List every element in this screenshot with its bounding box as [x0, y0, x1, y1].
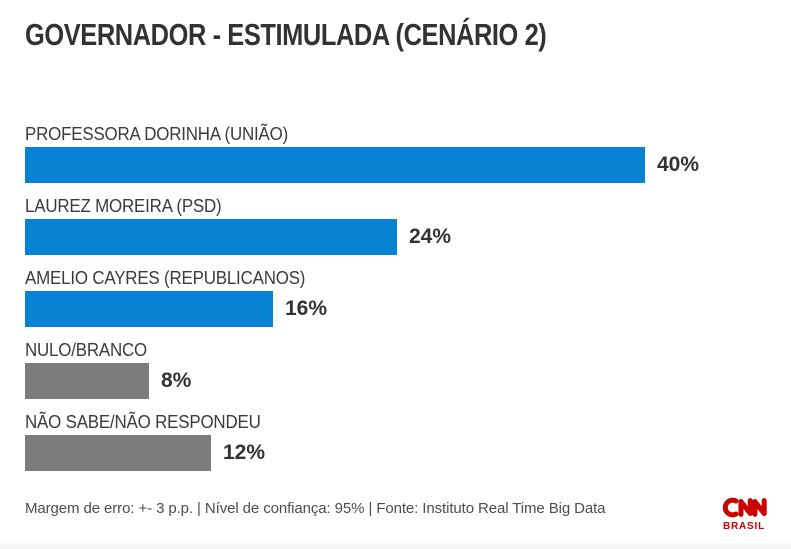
- bar-value: 12%: [223, 441, 266, 464]
- bar-row: LAUREZ MOREIRA (PSD) 24%: [25, 196, 791, 255]
- bar-label: LAUREZ MOREIRA (PSD): [25, 196, 222, 216]
- bar: [25, 219, 397, 255]
- bar-label: NULO/BRANCO: [25, 340, 148, 360]
- bar-track: 40%: [25, 147, 791, 183]
- bar-row: NULO/BRANCO 8%: [25, 340, 791, 399]
- cnn-brasil-logo: BRASIL: [718, 495, 770, 532]
- logo-region-label: BRASIL: [722, 521, 766, 532]
- bar-row: AMELIO CAYRES (REPUBLICANOS) 16%: [25, 268, 791, 327]
- bar-row: PROFESSORA DORINHA (UNIÃO) 40%: [25, 124, 791, 183]
- bar: [25, 363, 149, 399]
- footer-note: Margem de erro: +- 3 p.p. | Nível de con…: [25, 500, 606, 517]
- chart-title: GOVERNADOR - ESTIMULADA (CENÁRIO 2): [25, 17, 547, 52]
- bar-track: 12%: [25, 435, 791, 471]
- bar-rows: PROFESSORA DORINHA (UNIÃO) 40% LAUREZ MO…: [25, 124, 791, 484]
- bar-track: 16%: [25, 291, 791, 327]
- bar: [25, 435, 211, 471]
- bar-label: AMELIO CAYRES (REPUBLICANOS): [25, 268, 306, 288]
- bar-row: NÃO SABE/NÃO RESPONDEU 12%: [25, 412, 791, 471]
- bar-label: NÃO SABE/NÃO RESPONDEU: [25, 412, 261, 432]
- bar: [25, 147, 645, 183]
- cnn-logo-icon: [722, 497, 767, 518]
- bar-track: 8%: [25, 363, 791, 399]
- bar-value: 40%: [657, 153, 700, 176]
- bar: [25, 291, 273, 327]
- bar-track: 24%: [25, 219, 791, 255]
- bar-label: PROFESSORA DORINHA (UNIÃO): [25, 124, 289, 144]
- bar-value: 8%: [161, 369, 192, 392]
- bar-value: 24%: [409, 225, 452, 248]
- bar-value: 16%: [285, 297, 328, 320]
- bottom-divider: [0, 542, 791, 549]
